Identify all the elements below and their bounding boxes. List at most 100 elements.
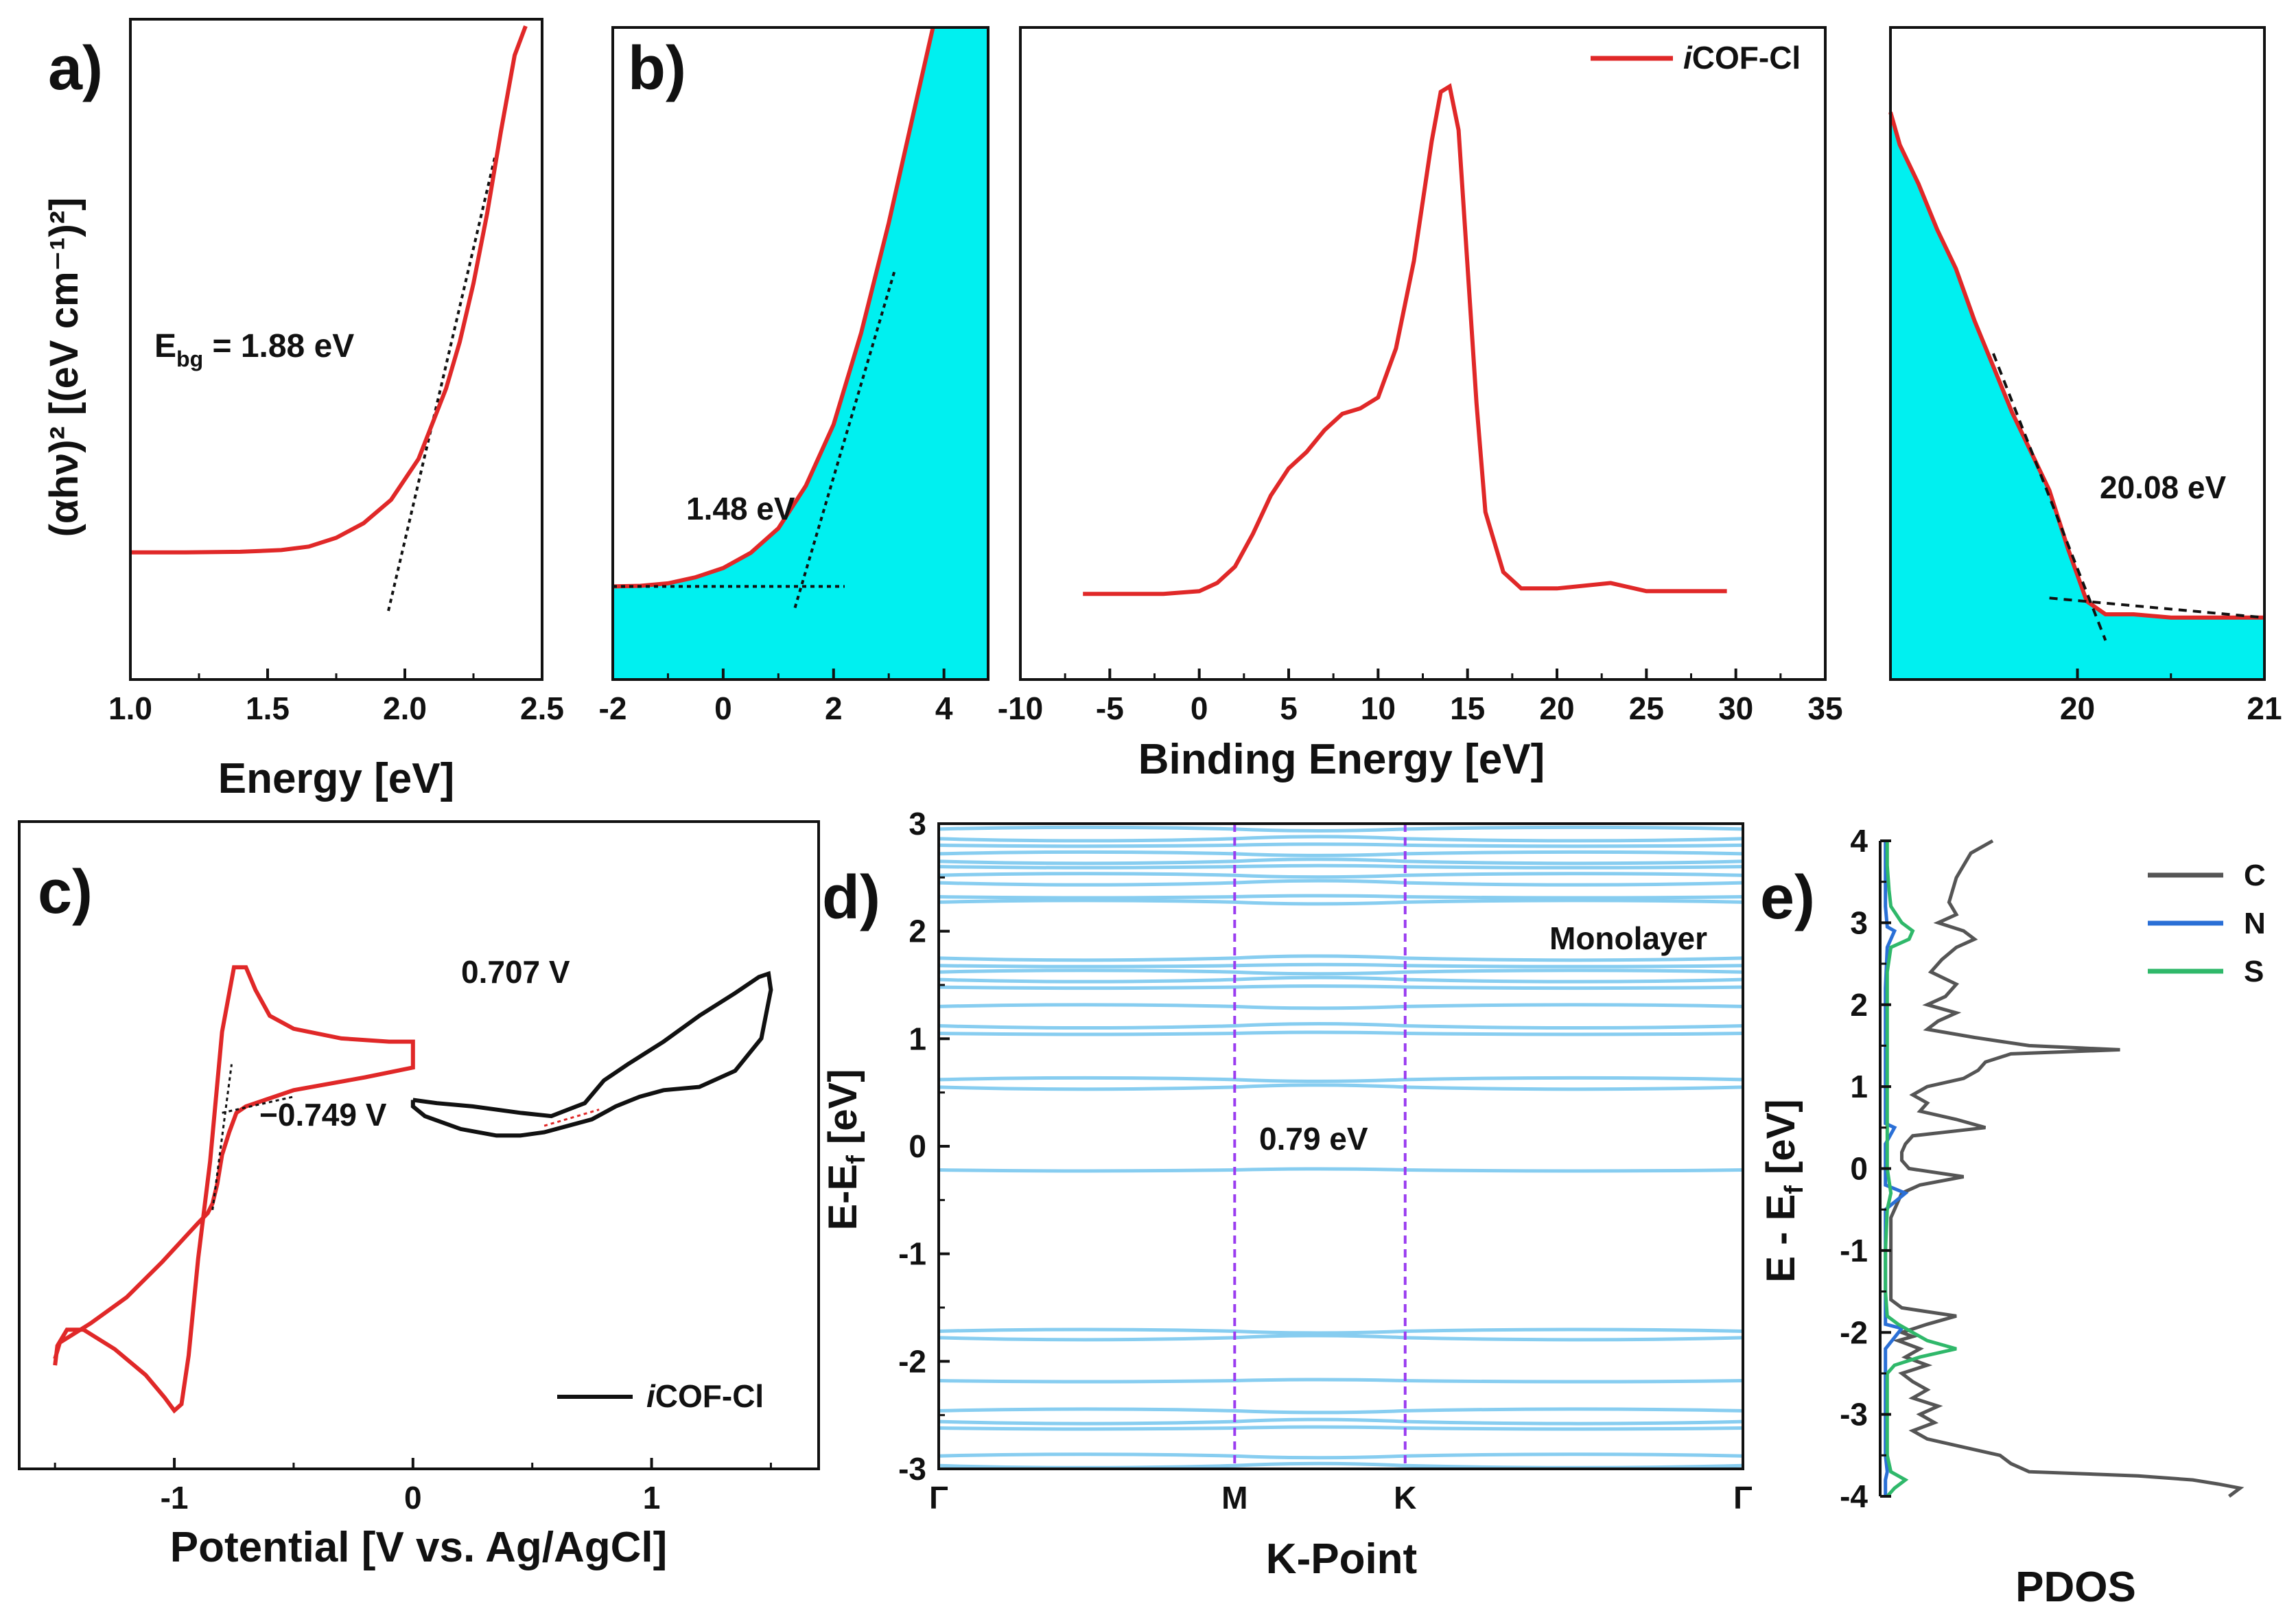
c-x-tick-label-1: 0 <box>404 1480 422 1516</box>
d-band-25 <box>938 850 1744 857</box>
c-frame <box>18 820 820 1470</box>
a-series-absorption <box>130 25 528 555</box>
fill-layer <box>613 27 2264 680</box>
a-ylabel: (αhν)² [(eV cm⁻¹)²] <box>42 198 86 537</box>
b-mid-x-tick-label-9: 35 <box>1807 691 1842 726</box>
d-band-6 <box>938 1334 1744 1342</box>
d-kpoint-label-2: K <box>1394 1480 1416 1516</box>
d-y-tick-label-3: 0 <box>909 1128 926 1164</box>
b-left-area-fill <box>613 27 988 680</box>
c-annotation-ox: 0.707 V <box>461 954 570 990</box>
b-legend-label: iCOF-Cl <box>1683 40 1801 76</box>
e-series-c <box>1889 839 2245 1498</box>
d-ylabel: E-Ef [eV] <box>821 1069 871 1230</box>
b-mid-series-icof <box>1083 83 1727 596</box>
d-y-tick-label-1: -2 <box>898 1343 926 1379</box>
d-band-23 <box>938 863 1744 870</box>
d-band-16 <box>938 968 1744 976</box>
e-y-tick-label-1: -3 <box>1840 1397 1868 1432</box>
b-left-frame <box>611 26 989 681</box>
d-band-17 <box>938 962 1744 968</box>
b-right-annotation: 20.08 eV <box>2100 469 2226 505</box>
d-band-0 <box>938 1461 1744 1470</box>
d-band-24 <box>938 857 1744 866</box>
d-band-10 <box>938 1076 1744 1083</box>
d-band-27 <box>938 835 1744 843</box>
d-band-18 <box>938 954 1744 962</box>
a-x-tick-label-0: 1.0 <box>108 691 152 726</box>
d-band-22 <box>938 872 1744 879</box>
c-annotation-red: −0.749 V <box>259 1097 387 1133</box>
e-xlabel: PDOS <box>2015 1564 2136 1611</box>
d-band-21 <box>938 879 1744 887</box>
e-y-tick-label-5: 1 <box>1850 1069 1868 1104</box>
d-band-1 <box>938 1452 1744 1460</box>
line-layer <box>53 25 2265 1498</box>
c-tangent-red-b <box>222 1095 294 1114</box>
d-band-13 <box>938 1003 1744 1010</box>
b-left-series-onset <box>612 27 935 589</box>
b-right-tangent-0 <box>1992 353 2107 641</box>
c-xlabel: Potential [V vs. Ag/AgCl] <box>170 1524 668 1571</box>
b-left-x-tick-label-2: 2 <box>825 691 843 726</box>
d-band-2 <box>938 1425 1744 1431</box>
d-band-11 <box>938 1030 1744 1036</box>
a-xlabel: Energy [eV] <box>218 755 455 802</box>
d-band-4 <box>938 1407 1744 1415</box>
d-band-14 <box>938 984 1744 990</box>
d-annotation: 0.79 eV <box>1259 1121 1368 1157</box>
e-legend: C N S <box>2148 859 2266 988</box>
b-mid-x-tick-label-5: 15 <box>1450 691 1485 726</box>
d-kpoint-label-1: M <box>1221 1480 1247 1516</box>
e-series-s <box>1884 841 1957 1498</box>
d-y-tick-label-2: -1 <box>898 1236 926 1272</box>
e-series-n <box>1884 841 1909 1496</box>
b-left-x-tick-label-1: 0 <box>714 691 732 726</box>
d-title: Monolayer <box>1549 920 1707 956</box>
e-legend-label-c: C <box>2244 859 2266 892</box>
d-band-3 <box>938 1417 1744 1426</box>
b-mid-x-tick-label-4: 10 <box>1361 691 1396 726</box>
panel-label-c: c) <box>38 858 93 927</box>
c-x-tick-label-0: -1 <box>161 1480 189 1516</box>
b-mid-x-tick-label-1: -5 <box>1096 691 1124 726</box>
a-annotation: Ebg = 1.88 eV <box>154 328 354 371</box>
c-series-reduction <box>53 965 415 1414</box>
d-xlabel: K-Point <box>1266 1535 1417 1583</box>
d-band-9 <box>938 1083 1744 1091</box>
b-right-area-fill <box>1890 112 2264 680</box>
panel-label-d: d) <box>822 863 880 932</box>
c-legend-label: iCOF-Cl <box>646 1378 764 1414</box>
d-band-12 <box>938 1022 1744 1030</box>
d-band-7 <box>938 1327 1744 1335</box>
b-right-x-tick-label-1: 21 <box>2247 691 2282 726</box>
b-left-tangent-1 <box>793 271 896 609</box>
d-kpoint-label-3: Γ <box>1733 1480 1753 1516</box>
b-left-x-tick-label-3: 4 <box>935 691 953 726</box>
b-legend: iCOF-Cl <box>1591 40 1801 76</box>
a-x-tick-label-1: 1.5 <box>246 691 290 726</box>
e-legend-label-n: N <box>2244 907 2266 940</box>
panel-label-b: b) <box>628 34 686 103</box>
c-legend: iCOF-Cl <box>557 1378 764 1414</box>
b-right-x-tick-label-0: 20 <box>2060 691 2095 726</box>
b-left-annotation: 1.48 eV <box>686 491 795 526</box>
d-band-5 <box>938 1378 1744 1384</box>
d-y-tick-label-0: -3 <box>898 1451 926 1487</box>
d-band-26 <box>938 842 1744 848</box>
e-y-tick-label-4: 0 <box>1850 1151 1868 1187</box>
b-mid-x-tick-label-6: 20 <box>1539 691 1574 726</box>
d-y-tick-label-6: 3 <box>909 806 926 842</box>
c-x-tick-label-2: 1 <box>643 1480 661 1516</box>
b-xlabel: Binding Energy [eV] <box>1138 736 1545 783</box>
d-band-20 <box>938 894 1744 900</box>
d-band-15 <box>938 975 1744 984</box>
b-mid-frame <box>1019 26 1827 681</box>
e-legend-label-s: S <box>2244 955 2264 988</box>
b-mid-x-tick-label-2: 0 <box>1191 691 1208 726</box>
b-right-tangent-1 <box>2049 596 2265 619</box>
d-y-tick-label-4: 1 <box>909 1021 926 1056</box>
b-left-x-tick-label-0: -2 <box>599 691 627 726</box>
panel-label-a: a) <box>48 34 103 103</box>
